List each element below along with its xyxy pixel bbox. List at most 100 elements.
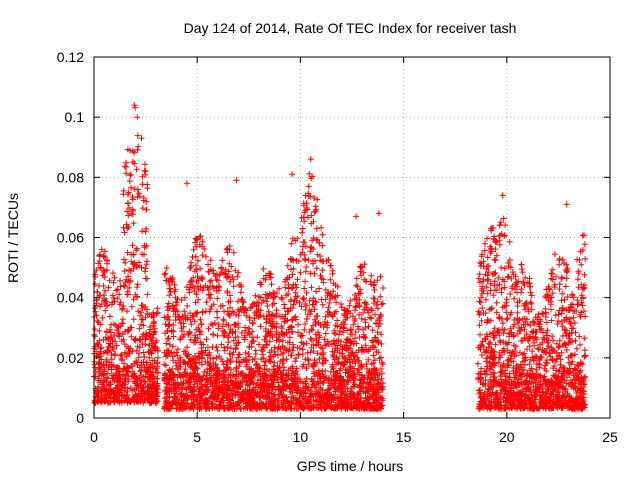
data-point <box>248 304 255 311</box>
chart-title: Day 124 of 2014, Rate Of TEC Index for r… <box>184 20 517 36</box>
y-tick-label: 0.02 <box>57 350 84 366</box>
data-point <box>188 321 195 328</box>
data-point <box>134 294 141 301</box>
data-point <box>238 283 245 290</box>
y-axis-label: ROTI / TECUs <box>5 193 21 283</box>
data-point <box>139 173 146 180</box>
data-point <box>107 381 114 388</box>
data-point <box>291 384 298 391</box>
data-point <box>192 253 199 260</box>
data-point <box>153 389 160 396</box>
data-point <box>363 361 370 368</box>
data-point <box>154 360 161 367</box>
data-point <box>146 349 153 356</box>
data-point <box>111 274 118 281</box>
data-point <box>100 283 107 289</box>
x-tick-label: 10 <box>293 429 309 445</box>
data-point <box>114 324 121 331</box>
data-point <box>355 326 362 333</box>
data-point <box>131 261 138 268</box>
data-point <box>154 305 161 312</box>
y-tick-label: 0 <box>76 410 84 426</box>
data-point <box>101 377 108 383</box>
data-point <box>378 340 385 347</box>
data-point <box>131 394 138 401</box>
data-point <box>103 267 110 274</box>
data-point <box>185 395 191 402</box>
data-point <box>110 270 116 277</box>
data-point <box>124 208 131 215</box>
data-point <box>110 362 117 369</box>
data-point <box>117 283 124 290</box>
data-point <box>109 299 116 306</box>
data-point <box>294 380 301 387</box>
data-point <box>342 366 349 373</box>
data-point <box>302 278 309 285</box>
data-point <box>100 350 107 357</box>
data-point <box>235 351 242 358</box>
x-tick-label: 5 <box>193 429 201 445</box>
data-point <box>317 344 324 351</box>
data-point <box>257 323 264 330</box>
data-point <box>93 341 100 348</box>
data-point <box>139 205 146 212</box>
data-point <box>126 284 133 291</box>
data-point <box>199 309 206 316</box>
data-point <box>312 321 319 328</box>
data-point <box>129 211 136 218</box>
data-point <box>94 288 101 295</box>
data-point <box>124 399 131 406</box>
data-point <box>151 328 157 335</box>
data-point <box>144 181 151 188</box>
data-point <box>121 268 128 274</box>
data-point <box>286 334 293 341</box>
data-point <box>123 159 130 166</box>
data-point <box>282 284 289 291</box>
data-point <box>128 184 134 191</box>
data-point <box>193 326 200 333</box>
data-point <box>274 399 281 406</box>
y-tick-label: 0.1 <box>65 109 85 125</box>
data-point <box>161 349 168 356</box>
data-point <box>377 311 384 318</box>
data-point <box>120 187 127 194</box>
data-point <box>301 285 308 292</box>
data-point <box>116 291 123 298</box>
x-axis-label: GPS time / hours <box>297 458 404 474</box>
data-point <box>103 358 110 365</box>
data-point <box>317 384 324 391</box>
data-point <box>210 301 217 308</box>
data-point <box>91 399 98 406</box>
data-point <box>154 398 161 405</box>
data-point <box>378 365 384 372</box>
data-point <box>114 383 121 390</box>
data-point <box>357 286 364 293</box>
data-point <box>102 307 109 314</box>
data-point <box>278 294 285 301</box>
data-point <box>364 366 370 372</box>
data-point <box>302 380 309 387</box>
data-point <box>105 340 112 347</box>
data-point <box>234 273 241 280</box>
data-points <box>91 102 589 412</box>
data-point <box>215 277 221 284</box>
data-point <box>126 205 132 211</box>
data-point <box>354 354 361 361</box>
data-point <box>125 212 132 219</box>
data-point <box>303 315 310 322</box>
data-point <box>299 225 306 232</box>
data-point <box>297 269 304 276</box>
data-point <box>139 228 146 235</box>
data-point <box>92 333 98 340</box>
data-point <box>252 292 259 299</box>
data-point <box>121 229 128 236</box>
data-point <box>141 251 147 258</box>
data-point <box>243 312 250 319</box>
data-point <box>358 361 365 368</box>
data-point <box>109 292 116 299</box>
data-point <box>117 352 124 359</box>
data-point <box>132 104 139 111</box>
data-point <box>368 315 375 322</box>
data-point <box>102 398 109 404</box>
data-point <box>92 271 99 278</box>
